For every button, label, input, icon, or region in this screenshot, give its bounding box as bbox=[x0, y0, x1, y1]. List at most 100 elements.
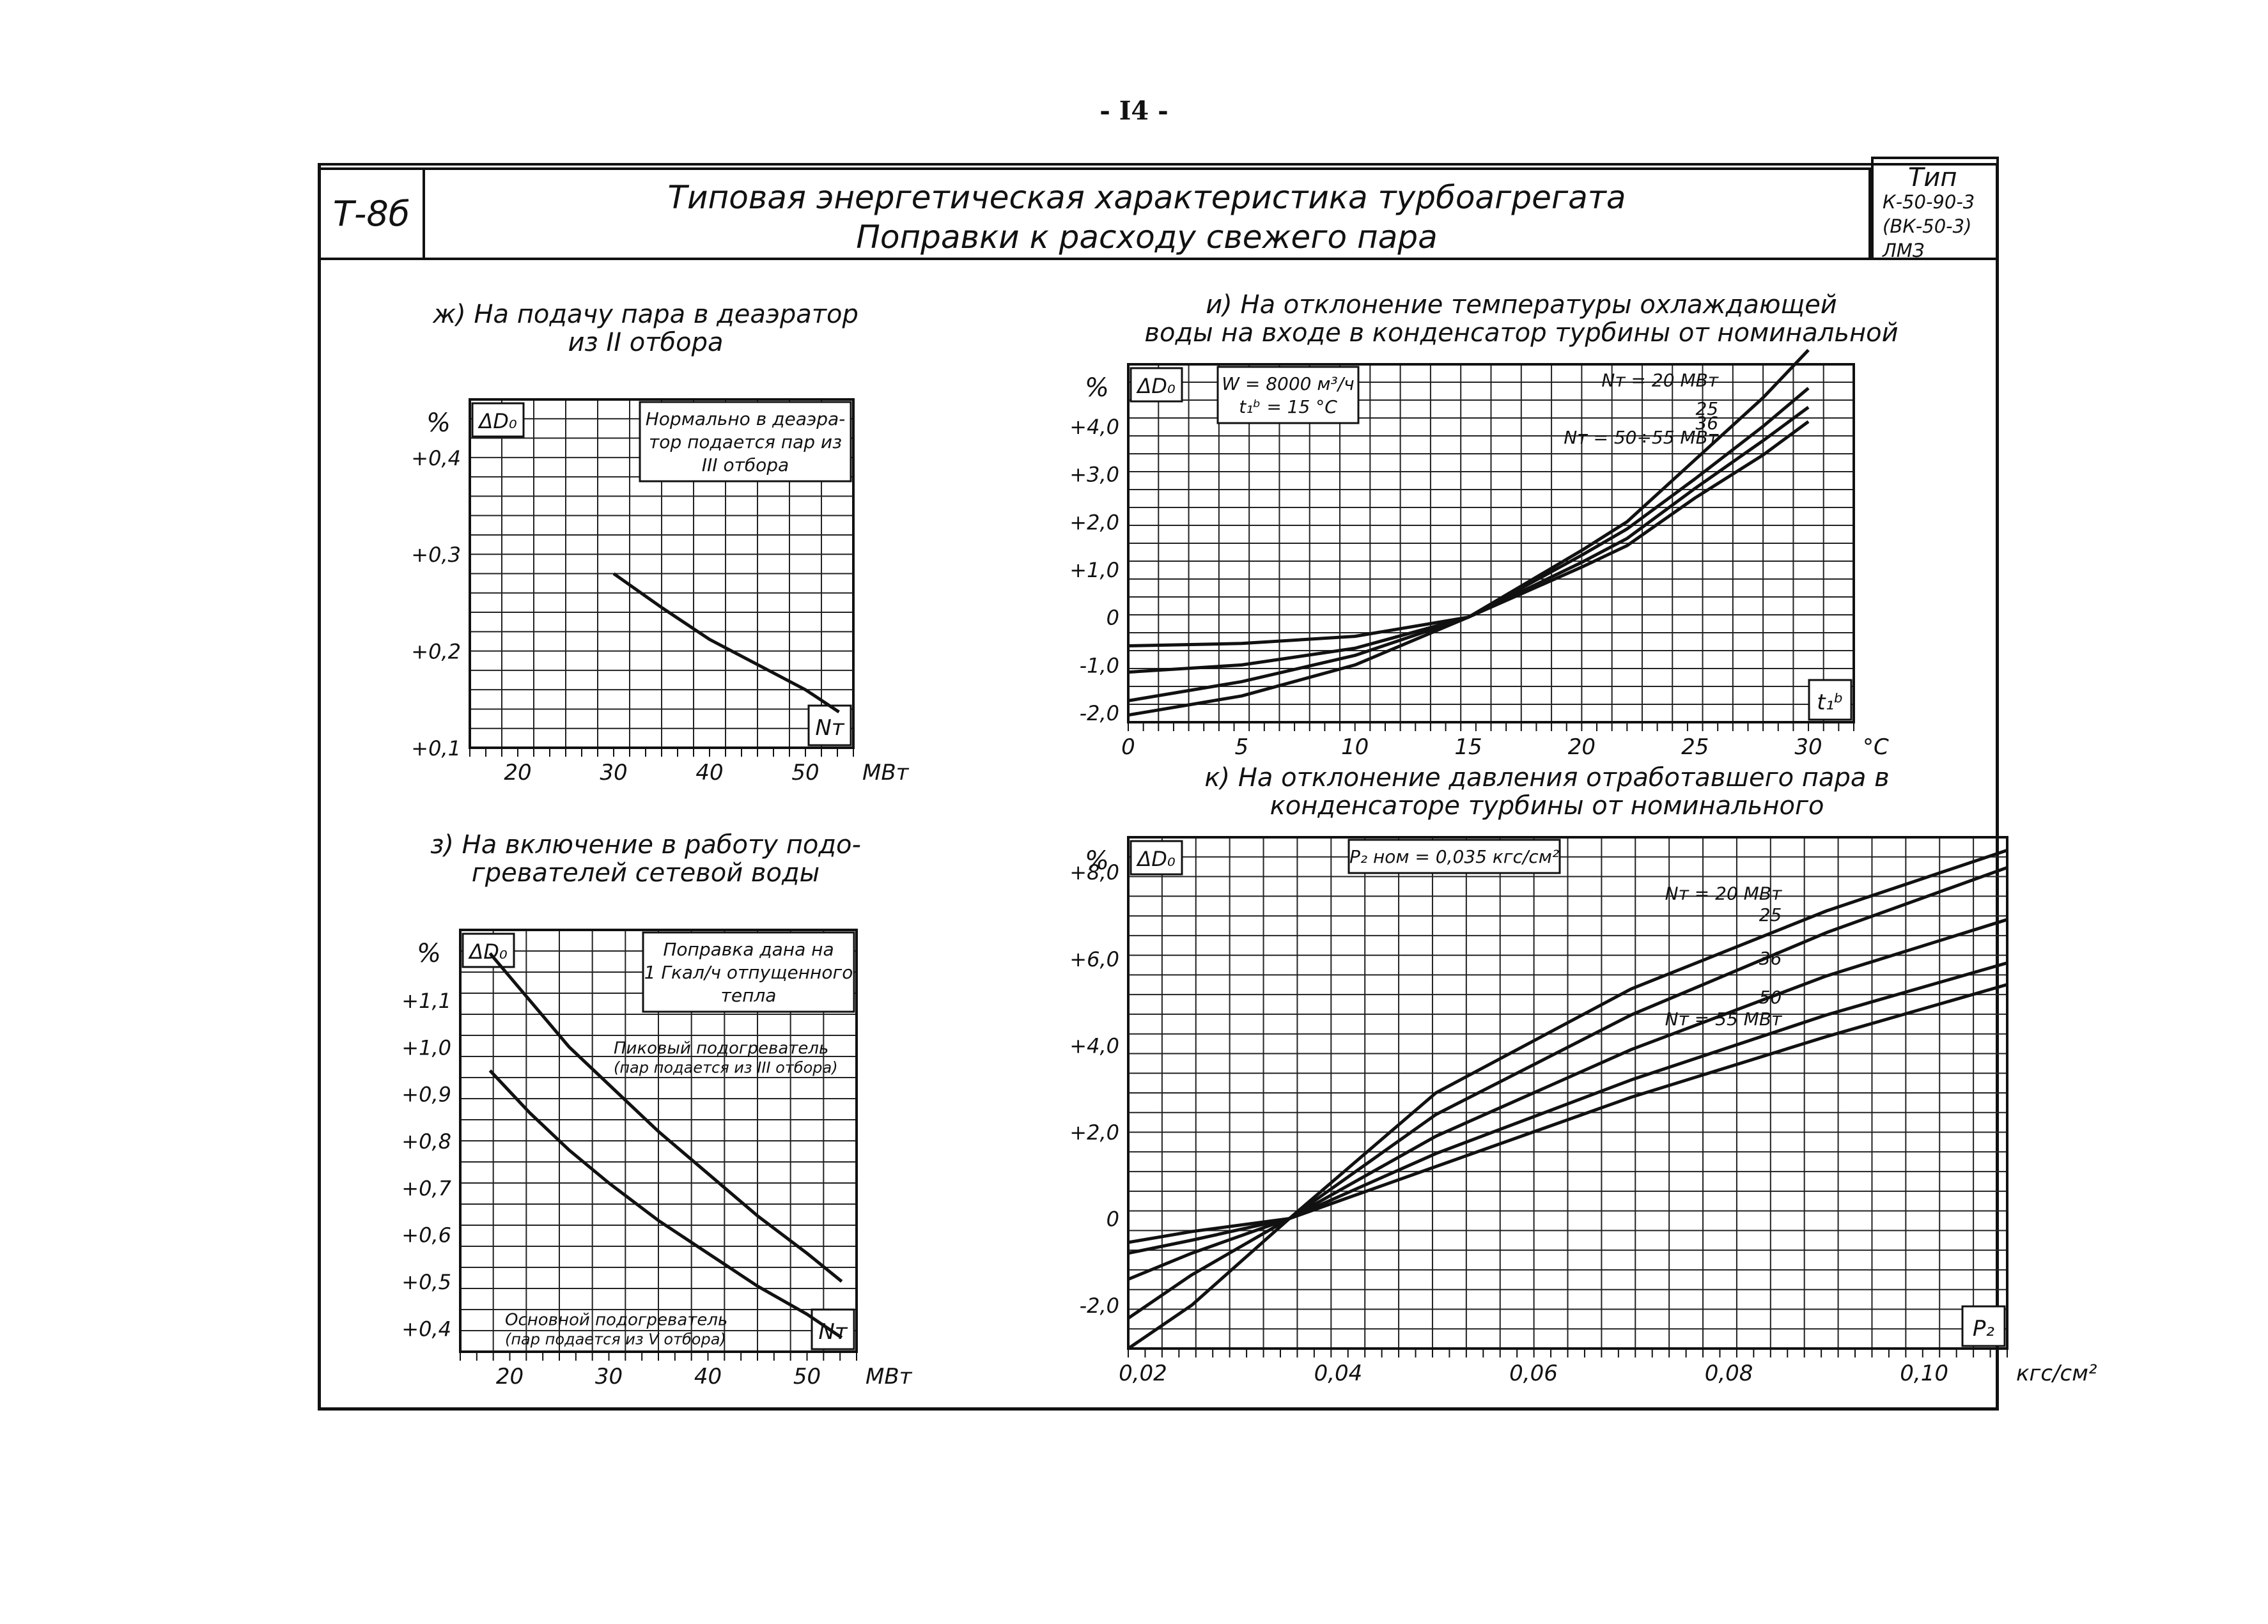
y-tick-label: +1,0 bbox=[401, 1035, 451, 1060]
y-axis-label: ΔD₀ bbox=[467, 940, 508, 964]
x-tick-label: 0 bbox=[1121, 734, 1135, 760]
panel-i-title-line1: и) На отклонение температуры охлаждающей bbox=[1206, 290, 1837, 320]
sheet-title: Типовая энергетическая характеристика ту… bbox=[425, 167, 1871, 260]
annotation-title: Основной подогреватель bbox=[505, 1311, 727, 1330]
x-tick-label: 0,08 bbox=[1705, 1361, 1753, 1386]
series-line-3 bbox=[1128, 918, 2008, 1281]
y-tick-label: +2,0 bbox=[1069, 1120, 1119, 1145]
series-label: Nт = 50÷55 МВт bbox=[1564, 427, 1719, 448]
y-axis-label: ΔD₀ bbox=[477, 409, 517, 433]
x-unit-label: кгс/см² bbox=[2016, 1361, 2097, 1386]
y-tick-label: +0,3 bbox=[411, 543, 461, 567]
info-box-line: тор подается пар из bbox=[649, 431, 842, 452]
series-label: 36 bbox=[1695, 412, 1718, 433]
series-line-2 bbox=[488, 1069, 843, 1340]
x-tick-label: 15 bbox=[1454, 734, 1482, 760]
info-box bbox=[1216, 366, 1360, 424]
panel-z-title-line1: з) На включение в работу подо- bbox=[430, 830, 861, 860]
y-tick-label: -1,0 bbox=[1080, 653, 1119, 677]
info-box-line: W = 8000 м³/ч bbox=[1222, 373, 1354, 394]
series-label: 25 bbox=[1759, 904, 1782, 925]
panel-zh-title-line2: из II отбора bbox=[568, 328, 724, 357]
y-tick-label: +0,9 bbox=[401, 1083, 451, 1107]
x-unit-label: МВт bbox=[862, 760, 910, 785]
y-unit-label: % bbox=[1085, 846, 1109, 876]
x-tick-label: 10 bbox=[1341, 734, 1369, 760]
series-line-2 bbox=[1127, 866, 2008, 1320]
y-axis-label-box bbox=[471, 402, 525, 438]
panel-i-title-line2: воды на входе в конденсатор турбины от н… bbox=[1144, 318, 1899, 348]
panel-k-title-line1: к) На отклонение давления отработавшего … bbox=[1204, 763, 1890, 793]
y-axis-label-box bbox=[1130, 840, 1183, 876]
y-tick-label: +8,0 bbox=[1069, 860, 1119, 885]
series-label: 50 bbox=[1759, 987, 1782, 1008]
info-box-line: Нормально в деаэра- bbox=[646, 408, 846, 429]
x-tick-label: 30 bbox=[595, 1364, 623, 1389]
annotation-note: (пар подается из III отбора) bbox=[614, 1058, 838, 1076]
x-tick-label: 50 bbox=[791, 760, 819, 785]
page-number: - I4 - bbox=[1099, 96, 1169, 126]
x-tick-label: 20 bbox=[496, 1364, 524, 1389]
series-line-5 bbox=[1128, 983, 2008, 1244]
y-tick-label: +6,0 bbox=[1069, 947, 1119, 971]
sheet-code: Т-8б bbox=[318, 167, 425, 260]
info-box bbox=[642, 931, 855, 1013]
y-tick-label: +0,5 bbox=[401, 1270, 451, 1294]
series-label: Nт = 55 МВт bbox=[1665, 1009, 1782, 1030]
y-tick-label: +0,6 bbox=[401, 1223, 451, 1248]
x-tick-label: 0,10 bbox=[1900, 1361, 1948, 1386]
info-box bbox=[639, 401, 852, 483]
panel-zh-title-line1: ж) На подачу пара в деаэратор bbox=[433, 300, 858, 329]
chart-i: % ΔD₀-2,0-1,00+1,0+2,0+3,0+4,00 5 10 15 20 25 3… bbox=[1069, 348, 1889, 760]
y-tick-label: +1,1 bbox=[401, 989, 451, 1013]
y-tick-label: +0,7 bbox=[401, 1176, 451, 1200]
y-unit-label: % bbox=[417, 939, 441, 968]
y-unit-label: % bbox=[426, 408, 451, 438]
x-tick-label: 50 bbox=[793, 1364, 821, 1389]
y-tick-label: +0,8 bbox=[401, 1129, 451, 1154]
y-tick-label: +1,0 bbox=[1069, 558, 1119, 582]
y-tick-label: -2,0 bbox=[1080, 701, 1119, 725]
panel-k-title: к) На отклонение давления отработавшего … bbox=[1202, 764, 1892, 820]
type-line-1: Тип bbox=[1908, 163, 1957, 192]
x-axis-label-box bbox=[811, 1308, 855, 1350]
info-box-line: III отбора bbox=[702, 454, 789, 476]
sheet-title-line2: Поправки к расходу свежего пара bbox=[856, 219, 1438, 256]
x-axis-label-box bbox=[807, 704, 852, 746]
info-box-line: Поправка дана на bbox=[663, 939, 834, 960]
series-line-1 bbox=[1128, 348, 1810, 717]
chart-zh: % ΔD₀ +0,1 +0,2 +0,3 +0,4 20 30 40 50 МВт Nт Нормаль… bbox=[411, 398, 910, 785]
y-tick-label: +2,0 bbox=[1069, 510, 1119, 534]
info-box-line: 1 Гкал/ч отпущенного bbox=[644, 962, 853, 983]
x-tick-label: 40 bbox=[695, 760, 723, 785]
x-tick-label: 30 bbox=[600, 760, 627, 785]
x-axis-label-box bbox=[1961, 1305, 2006, 1347]
y-tick-label: +0,4 bbox=[401, 1317, 451, 1341]
info-box bbox=[1348, 839, 1561, 874]
chart-k: % ΔD₀ -2,0 0 +2,0 +4,0 +6,0 +8,0 0,02 0,04 0,06 0,0… bbox=[1069, 836, 2097, 1386]
x-tick-label: 0,02 bbox=[1119, 1361, 1167, 1386]
series-label: 25 bbox=[1695, 398, 1718, 419]
info-box-line: P₂ ном = 0,035 кгс/см² bbox=[1349, 846, 1559, 867]
info-box-line: t₁ᵇ = 15 °C bbox=[1239, 396, 1337, 417]
y-tick-label: +0,4 bbox=[411, 446, 461, 470]
type-line-2: К-50-90-3 bbox=[1883, 191, 1975, 213]
x-tick-label: 0,04 bbox=[1314, 1361, 1363, 1386]
y-axis-label-box bbox=[462, 932, 515, 968]
y-tick-label: +4,0 bbox=[1069, 1033, 1119, 1058]
annotation-title: Пиковый подогреватель bbox=[614, 1039, 828, 1058]
panel-zh-title: ж) На подачу пара в деаэратор из II отбо… bbox=[384, 300, 908, 357]
y-tick-label: +3,0 bbox=[1069, 463, 1119, 487]
series-line-1 bbox=[612, 572, 840, 714]
y-axis-label: ΔD₀ bbox=[1135, 847, 1176, 871]
series-line-1 bbox=[1127, 848, 2008, 1350]
series-label: Nт = 20 МВт bbox=[1665, 883, 1782, 904]
y-axis-label: ΔD₀ bbox=[1135, 374, 1176, 398]
y-unit-label: % bbox=[1085, 373, 1109, 403]
panel-k-title-line2: конденсаторе турбины от номинального bbox=[1270, 791, 1824, 821]
x-tick-label: 0,06 bbox=[1509, 1361, 1558, 1386]
document-frame bbox=[318, 163, 1999, 1411]
series-line-4 bbox=[1128, 961, 2008, 1255]
y-tick-label: +0,1 bbox=[411, 736, 461, 761]
